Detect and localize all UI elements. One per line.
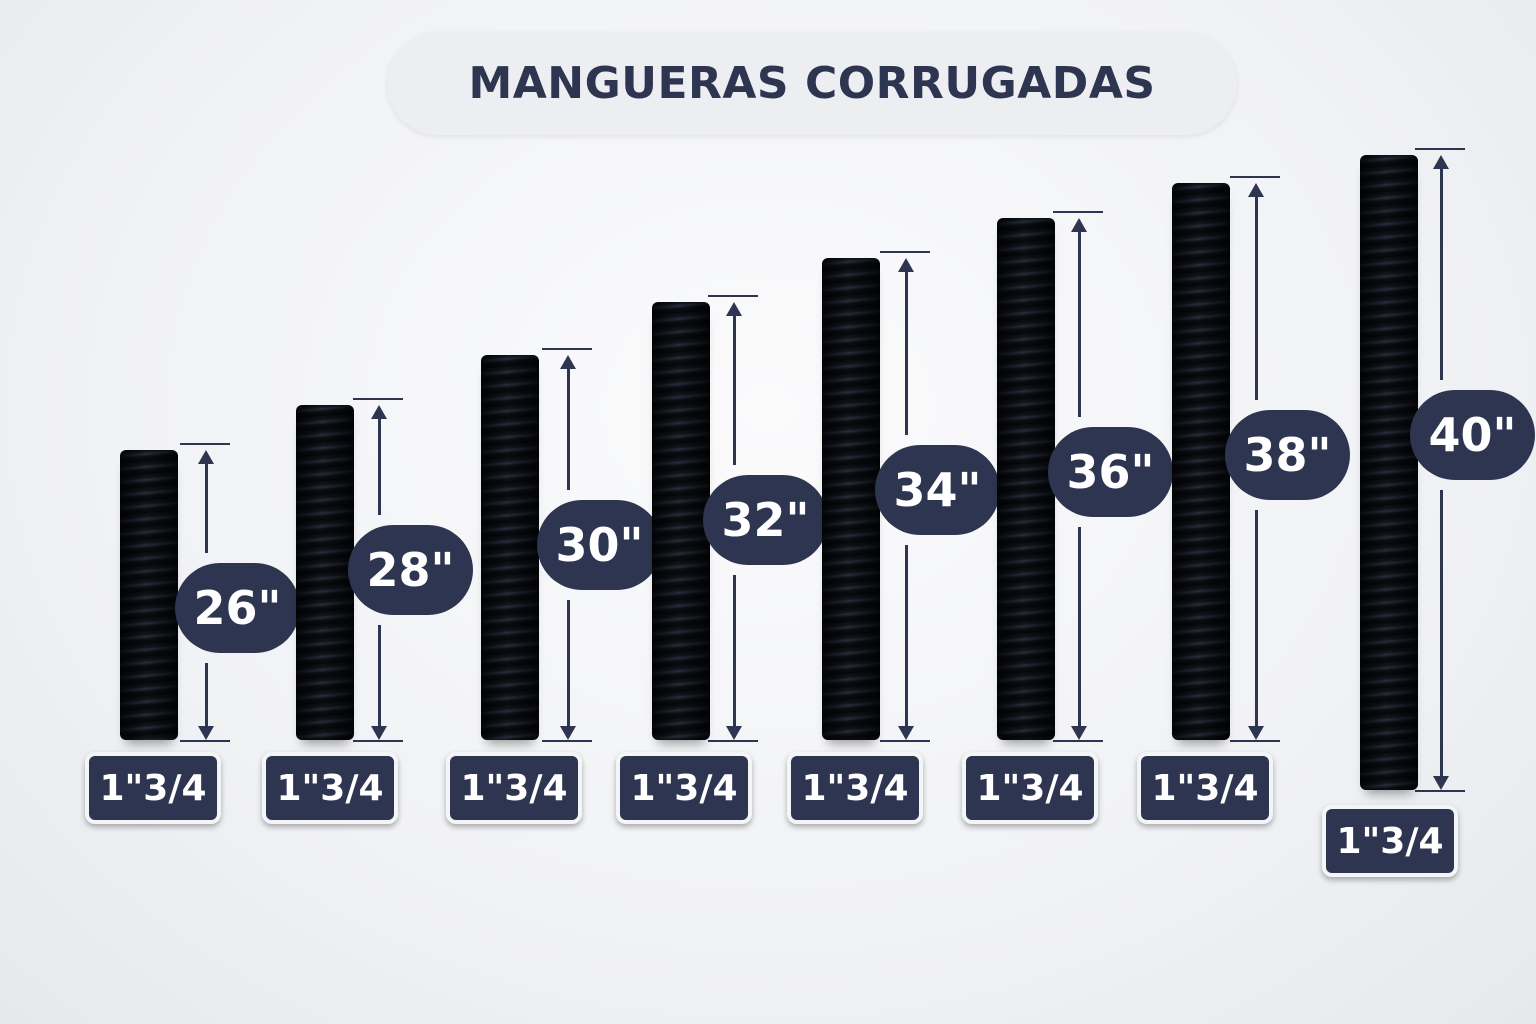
bottom-measure-line: [1230, 740, 1280, 742]
top-measure-line: [180, 443, 230, 445]
measure-shaft-bottom: [378, 625, 381, 726]
measure-shaft-bottom: [1255, 510, 1258, 726]
top-measure-line: [1230, 176, 1280, 178]
diameter-badge: 1"3/4: [85, 752, 221, 824]
measure-shaft-top: [567, 367, 570, 490]
top-measure-line: [708, 295, 758, 297]
measure-shaft-top: [1078, 230, 1081, 417]
arrow-up-icon: [1248, 183, 1264, 197]
length-label: 28": [348, 525, 473, 615]
measure-shaft-bottom: [567, 600, 570, 726]
length-label: 30": [537, 500, 662, 590]
diameter-badge: 1"3/4: [262, 752, 398, 824]
arrow-up-icon: [198, 450, 214, 464]
length-label: 32": [703, 475, 828, 565]
arrow-down-icon: [371, 726, 387, 740]
diameter-badge: 1"3/4: [1322, 805, 1458, 877]
diameter-badge: 1"3/4: [962, 752, 1098, 824]
measure-shaft-top: [1255, 195, 1258, 400]
arrow-down-icon: [560, 726, 576, 740]
arrow-up-icon: [1071, 218, 1087, 232]
arrow-down-icon: [1433, 776, 1449, 790]
measure-shaft-top: [378, 417, 381, 515]
measure-shaft-bottom: [1078, 527, 1081, 726]
diameter-badge: 1"3/4: [446, 752, 582, 824]
bottom-measure-line: [708, 740, 758, 742]
bottom-measure-line: [880, 740, 930, 742]
measure-shaft-top: [905, 270, 908, 435]
measure-shaft-top: [733, 314, 736, 465]
diameter-badge: 1"3/4: [1137, 752, 1273, 824]
measure-shaft-top: [205, 462, 208, 553]
length-label: 36": [1048, 427, 1173, 517]
measure-shaft-top: [1440, 167, 1443, 380]
top-measure-line: [1415, 148, 1465, 150]
measure-shaft-bottom: [905, 545, 908, 726]
top-measure-line: [1053, 211, 1103, 213]
bottom-measure-line: [180, 740, 230, 742]
measure-shaft-bottom: [205, 663, 208, 726]
hose-image: [1360, 155, 1418, 790]
arrow-down-icon: [898, 726, 914, 740]
length-label: 26": [175, 563, 300, 653]
hose-image: [120, 450, 178, 740]
hose-image: [1172, 183, 1230, 740]
measure-shaft-bottom: [733, 575, 736, 726]
arrow-down-icon: [198, 726, 214, 740]
arrow-up-icon: [1433, 155, 1449, 169]
arrow-up-icon: [898, 258, 914, 272]
hose-image: [997, 218, 1055, 740]
diameter-badge: 1"3/4: [787, 752, 923, 824]
arrow-up-icon: [371, 405, 387, 419]
top-measure-line: [542, 348, 592, 350]
arrow-down-icon: [726, 726, 742, 740]
length-label: 40": [1410, 390, 1535, 480]
hose-image: [822, 258, 880, 740]
arrow-up-icon: [560, 355, 576, 369]
bottom-measure-line: [542, 740, 592, 742]
bottom-measure-line: [353, 740, 403, 742]
arrow-up-icon: [726, 302, 742, 316]
arrow-down-icon: [1248, 726, 1264, 740]
length-label: 38": [1225, 410, 1350, 500]
length-label: 34": [875, 445, 1000, 535]
hose-image: [296, 405, 354, 740]
hose-image: [652, 302, 710, 740]
measure-shaft-bottom: [1440, 490, 1443, 776]
bottom-measure-line: [1053, 740, 1103, 742]
top-measure-line: [353, 398, 403, 400]
diameter-badge: 1"3/4: [616, 752, 752, 824]
title-banner: MANGUERAS CORRUGADAS: [387, 32, 1237, 135]
bottom-measure-line: [1415, 790, 1465, 792]
top-measure-line: [880, 251, 930, 253]
arrow-down-icon: [1071, 726, 1087, 740]
hose-image: [481, 355, 539, 740]
